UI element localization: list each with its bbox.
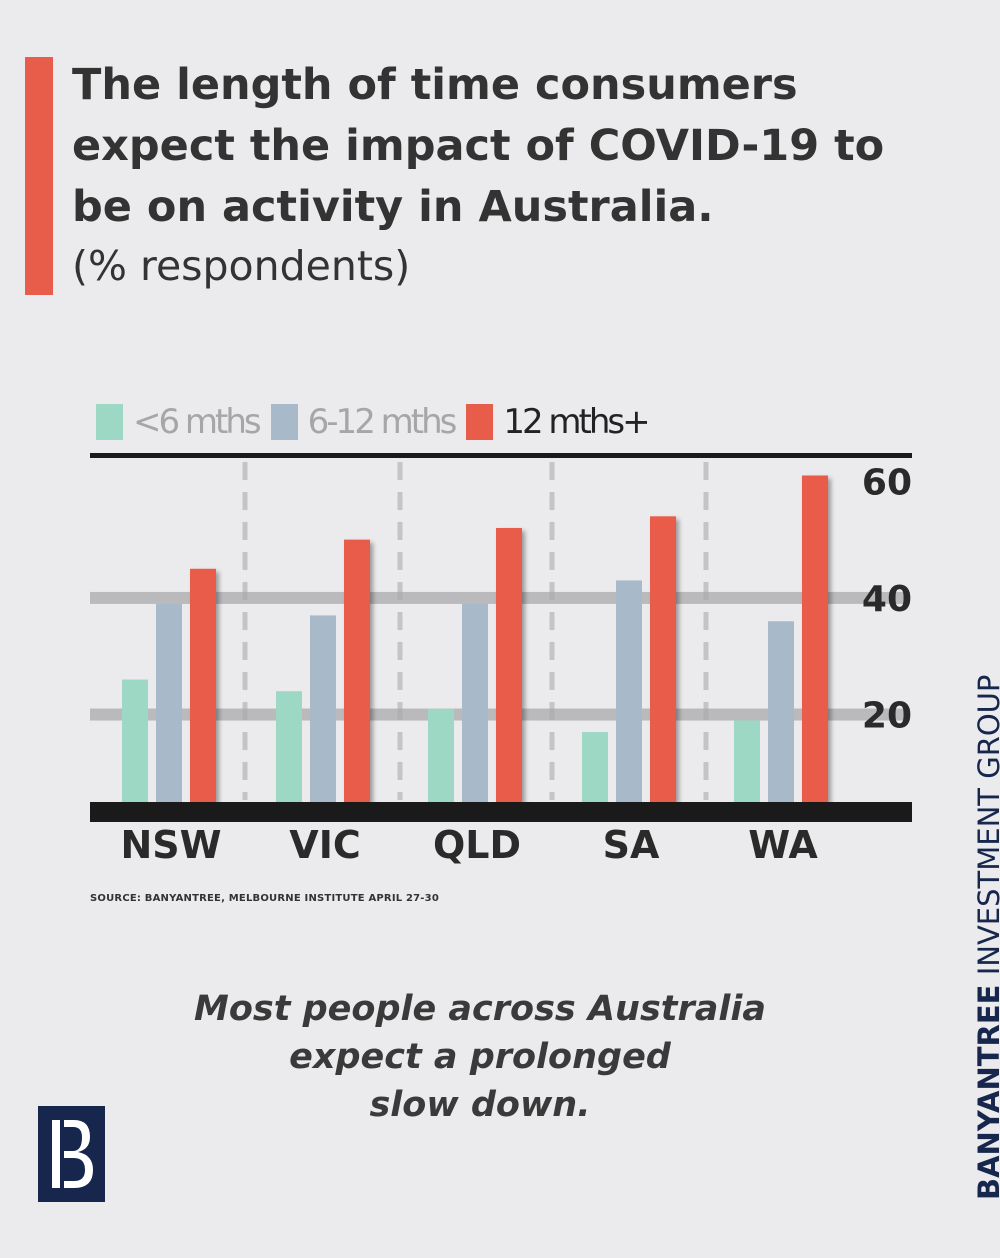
legend-label-6-12-mths: 6-12 mths: [307, 402, 458, 442]
bars: [122, 475, 828, 802]
bar-vic-series-2: [344, 539, 370, 802]
bar-qld-series-0: [428, 708, 454, 802]
y-tick-label: 40: [862, 579, 912, 620]
legend-item-6-12-mths: 6-12 mths: [270, 402, 458, 442]
title-accent-bar: [25, 57, 53, 295]
x-axis-baseline: [90, 802, 912, 822]
banyantree-b-logo-icon: [38, 1106, 105, 1202]
x-category-label: WA: [748, 823, 818, 867]
legend-item-12-mths-plus: 12 mths+: [466, 402, 651, 442]
bar-sa-series-1: [616, 580, 642, 802]
bar-qld-series-2: [496, 527, 522, 802]
bar-wa-series-2: [802, 475, 828, 802]
brand-name-bold: BANYANTREE: [972, 984, 1000, 1201]
source-note: SOURCE: BANYANTREE, MELBOURNE INSTITUTE …: [90, 893, 439, 904]
legend-item-under-6-mths: <6 mths: [96, 402, 262, 442]
y-tick-label: 20: [862, 696, 912, 737]
bar-nsw-series-1: [156, 603, 182, 802]
tagline-line-1: Most people across Australia: [193, 989, 766, 1029]
x-category-label: VIC: [289, 823, 360, 867]
legend-label-under-6-mths: <6 mths: [133, 402, 262, 442]
bar-nsw-series-2: [190, 568, 216, 802]
bar-vic-series-1: [310, 615, 336, 802]
x-category-label: NSW: [120, 823, 221, 867]
bar-qld-series-1: [462, 603, 488, 802]
tagline-line-3: slow down.: [369, 1085, 591, 1125]
axes: [90, 453, 912, 822]
chart-title: The length of time consumers expect the …: [72, 60, 885, 232]
axis-labels: 20 40 60 NSW VIC QLD SA WA: [120, 462, 912, 867]
legend-swatch-under-6-mths: [96, 404, 123, 440]
brand-name-light: INVESTMENT GROUP: [972, 674, 1000, 976]
legend-swatch-12-mths-plus: [466, 404, 494, 440]
bar-nsw-series-0: [122, 679, 148, 802]
chart-subtitle: (% respondents): [72, 242, 411, 290]
legend-swatch-6-12-mths: [270, 404, 298, 440]
tagline: Most people across Australia expect a pr…: [150, 985, 810, 1129]
x-category-label: SA: [603, 823, 660, 867]
bar-vic-series-0: [276, 691, 302, 802]
top-rule: [90, 453, 912, 458]
bar-wa-series-0: [734, 720, 760, 802]
legend-label-12-mths-plus: 12 mths+: [503, 402, 650, 442]
chart-legend: <6 mths 6-12 mths 12 mths+: [96, 402, 660, 442]
side-brand-text: BANYANTREE INVESTMENT GROUP: [972, 675, 1000, 1200]
bar-wa-series-1: [768, 621, 794, 802]
bar-sa-series-0: [582, 732, 608, 802]
y-tick-label: 60: [862, 462, 912, 503]
bar-chart: 20 40 60 NSW VIC QLD SA WA: [90, 453, 912, 867]
x-category-label: QLD: [433, 823, 521, 867]
tagline-line-2: expect a prolonged: [289, 1037, 671, 1077]
bar-sa-series-2: [650, 516, 676, 802]
